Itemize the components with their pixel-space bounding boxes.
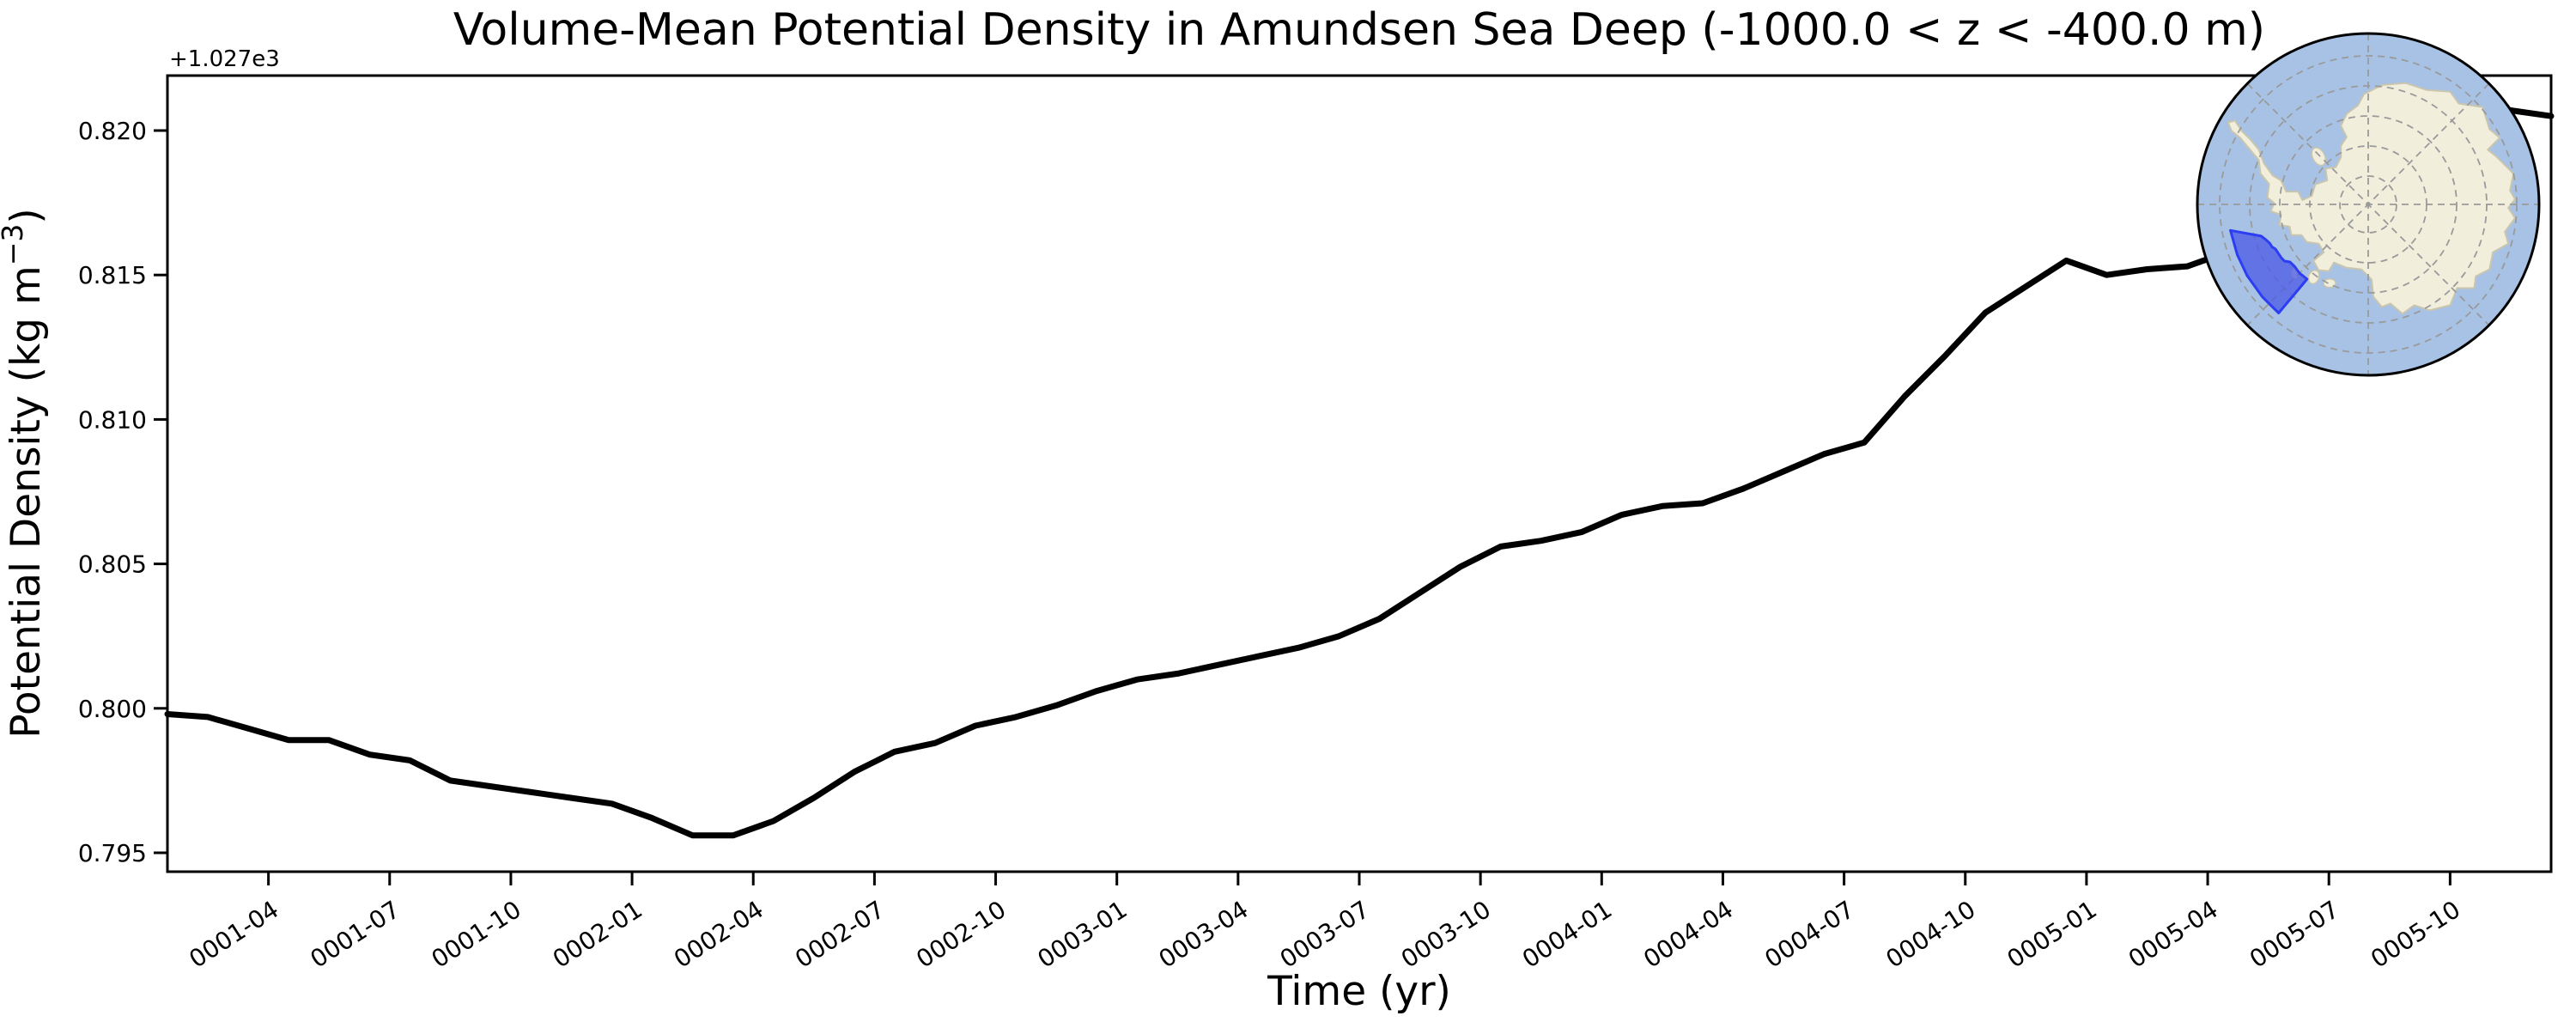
y-axis-offset-label: +1.027e3: [169, 46, 280, 72]
antarctica-landmass: [2227, 82, 2517, 315]
inset-antarctica-map: [2196, 32, 2541, 377]
y-tick-label: 0.795: [78, 839, 147, 867]
map-graticule: [2197, 33, 2539, 375]
y-tick-label: 0.820: [78, 117, 147, 145]
y-axis-ticks: 0.795 0.800 0.805 0.810 0.815 0.820: [78, 117, 167, 867]
y-axis-label-close: ): [3, 208, 50, 223]
y-tick-label: 0.805: [78, 550, 147, 579]
chart-title: Volume-Mean Potential Density in Amundse…: [453, 4, 2265, 56]
x-axis-label: Time (yr): [1267, 968, 1451, 1015]
plot-area-border: [166, 74, 2553, 873]
y-axis-label-main: Potential Density (kg m: [3, 265, 50, 739]
map-outline: [2196, 32, 2541, 377]
density-series-line: [164, 107, 2555, 839]
map-island: [2307, 270, 2320, 285]
y-tick-label: 0.800: [78, 695, 147, 723]
y-axis-label-superscript: −3: [0, 224, 29, 266]
y-axis-label: Potential Density (kg m−3): [0, 208, 50, 739]
y-tick-label: 0.815: [78, 261, 147, 289]
amundsen-sea-region: [2229, 228, 2309, 314]
map-island: [2323, 277, 2336, 289]
y-tick-label: 0.810: [78, 405, 147, 434]
